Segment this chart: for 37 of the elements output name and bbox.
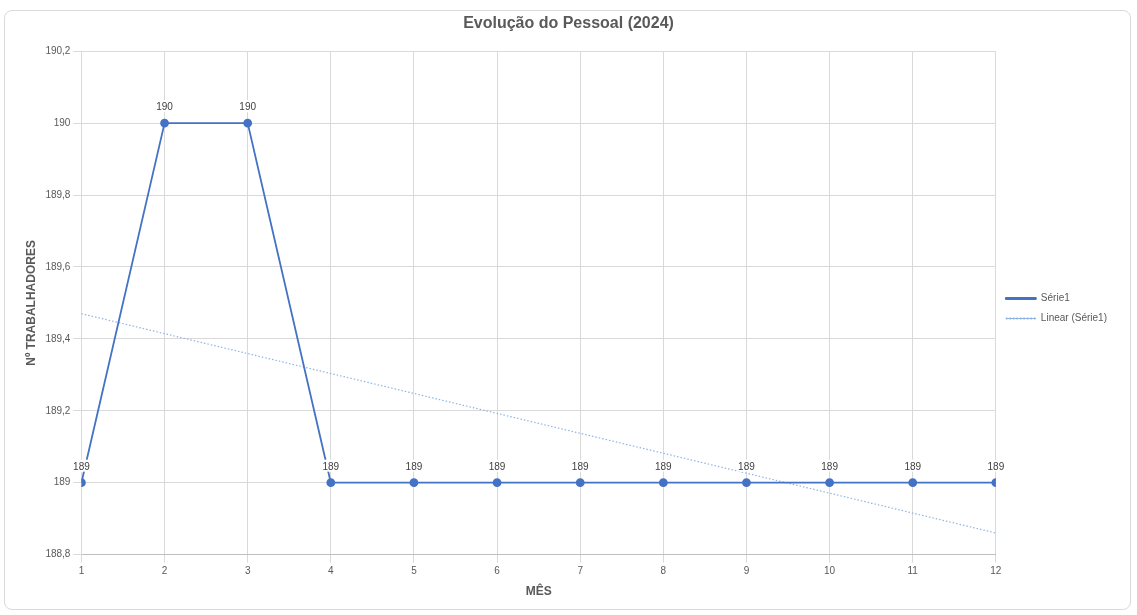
x-tick-label: 4	[328, 565, 335, 577]
x-tick-label: 1	[78, 565, 85, 577]
x-axis-title: MÊS	[525, 583, 552, 599]
y-tick-label: 189	[53, 476, 71, 488]
x-tick-label: 8	[660, 565, 667, 577]
y-tick-label: 189,6	[45, 260, 71, 272]
y-tick-label: 189,8	[45, 188, 71, 200]
data-label: 189	[571, 460, 589, 472]
y-axis-title: Nº TRABALHADORES	[23, 240, 38, 366]
x-tick-label: 7	[577, 565, 584, 577]
y-tick-label: 190,2	[45, 44, 71, 56]
y-tick-label: 189,2	[45, 404, 71, 416]
data-label: 189	[322, 460, 340, 472]
legend-label: Linear (Série1)	[1040, 312, 1108, 324]
data-label: 189	[654, 460, 673, 472]
data-label: 190	[239, 101, 257, 113]
x-tick-label: 2	[161, 565, 168, 577]
data-label: 189	[488, 460, 506, 472]
y-tick-label: 188,8	[45, 548, 71, 560]
x-tick-label: 11	[907, 565, 919, 577]
data-label: 189	[738, 460, 756, 472]
y-tick-label: 190	[53, 116, 71, 128]
data-label: 190	[156, 101, 174, 113]
legend-label: Série1	[1040, 292, 1071, 304]
data-label: 189	[904, 460, 922, 472]
data-label: 189	[73, 460, 91, 472]
data-label: 189	[987, 460, 1005, 472]
x-tick-label: 3	[244, 565, 251, 577]
y-tick-label: 189,4	[45, 332, 71, 344]
chart-title: Evolução do Pessoal (2024)	[463, 14, 674, 32]
data-label: 189	[405, 460, 423, 472]
x-tick-label: 6	[494, 565, 501, 577]
x-tick-label: 10	[824, 565, 836, 577]
x-tick-label: 5	[411, 565, 418, 577]
x-tick-label: 9	[743, 565, 750, 577]
data-label: 189	[821, 460, 839, 472]
x-tick-label: 12	[990, 565, 1002, 577]
